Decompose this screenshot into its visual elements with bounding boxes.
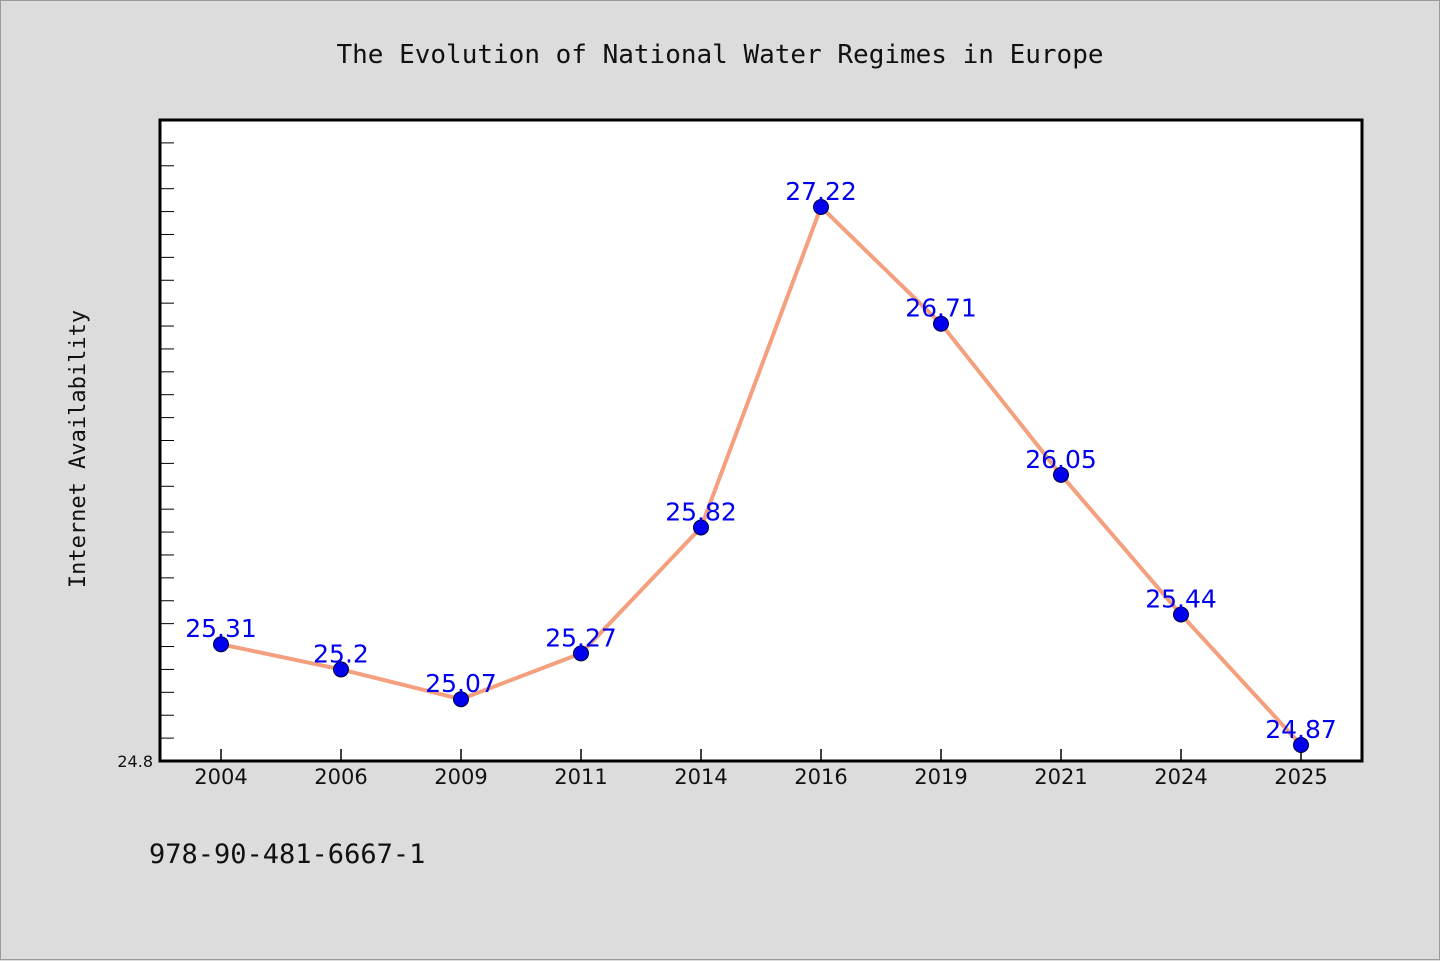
x-tick-label: 2014 (674, 765, 727, 789)
y-tick-label: 24.8 (117, 752, 153, 771)
x-tick-label: 2016 (794, 765, 847, 789)
data-point (693, 519, 709, 536)
data-label-layer: 25.31 25.2 25.07 25.27 25.82 27.22 26.71 26.05 2… (185, 177, 1337, 744)
data-label: 27.22 (785, 177, 857, 206)
x-tick-label: 2009 (434, 765, 487, 789)
x-tick-label: 2006 (314, 765, 367, 789)
x-tick-label: 2024 (1154, 765, 1207, 789)
data-point (1053, 466, 1069, 483)
x-axis-ticks: 2004 2006 2009 2011 2014 2016 2019 2021 2024 2025 (194, 749, 1328, 789)
data-point (813, 198, 829, 215)
chart-title: The Evolution of National Water Regimes … (336, 40, 1103, 70)
data-label: 25.27 (545, 623, 617, 652)
data-label: 25.82 (665, 497, 737, 526)
data-label: 26.05 (1025, 445, 1097, 474)
data-label: 26.71 (905, 294, 977, 323)
data-label: 25.2 (313, 639, 369, 668)
plot-area (158, 118, 1364, 763)
x-tick-label: 2011 (554, 765, 607, 789)
x-tick-label: 2004 (194, 765, 247, 789)
data-point (453, 691, 469, 708)
marker-layer (213, 198, 1309, 753)
series-layer (219, 204, 1303, 747)
isbn-footer: 978-90-481-6667-1 (149, 839, 425, 870)
series-line (219, 204, 1303, 747)
data-point (333, 661, 349, 678)
x-tick-label: 2025 (1274, 765, 1327, 789)
data-label: 25.31 (185, 614, 257, 643)
data-point (933, 315, 949, 332)
data-point (573, 645, 589, 662)
y-axis-ticks: 24.8 (117, 142, 174, 771)
data-point (213, 636, 229, 653)
data-point (1293, 736, 1309, 753)
y-axis-label: Internet Availability (66, 310, 91, 588)
data-label: 25.07 (425, 669, 497, 698)
x-tick-label: 2021 (1034, 765, 1087, 789)
data-point (1173, 606, 1189, 623)
data-label: 25.44 (1145, 584, 1217, 613)
x-tick-label: 2019 (914, 765, 967, 789)
data-label: 24.87 (1265, 715, 1337, 744)
